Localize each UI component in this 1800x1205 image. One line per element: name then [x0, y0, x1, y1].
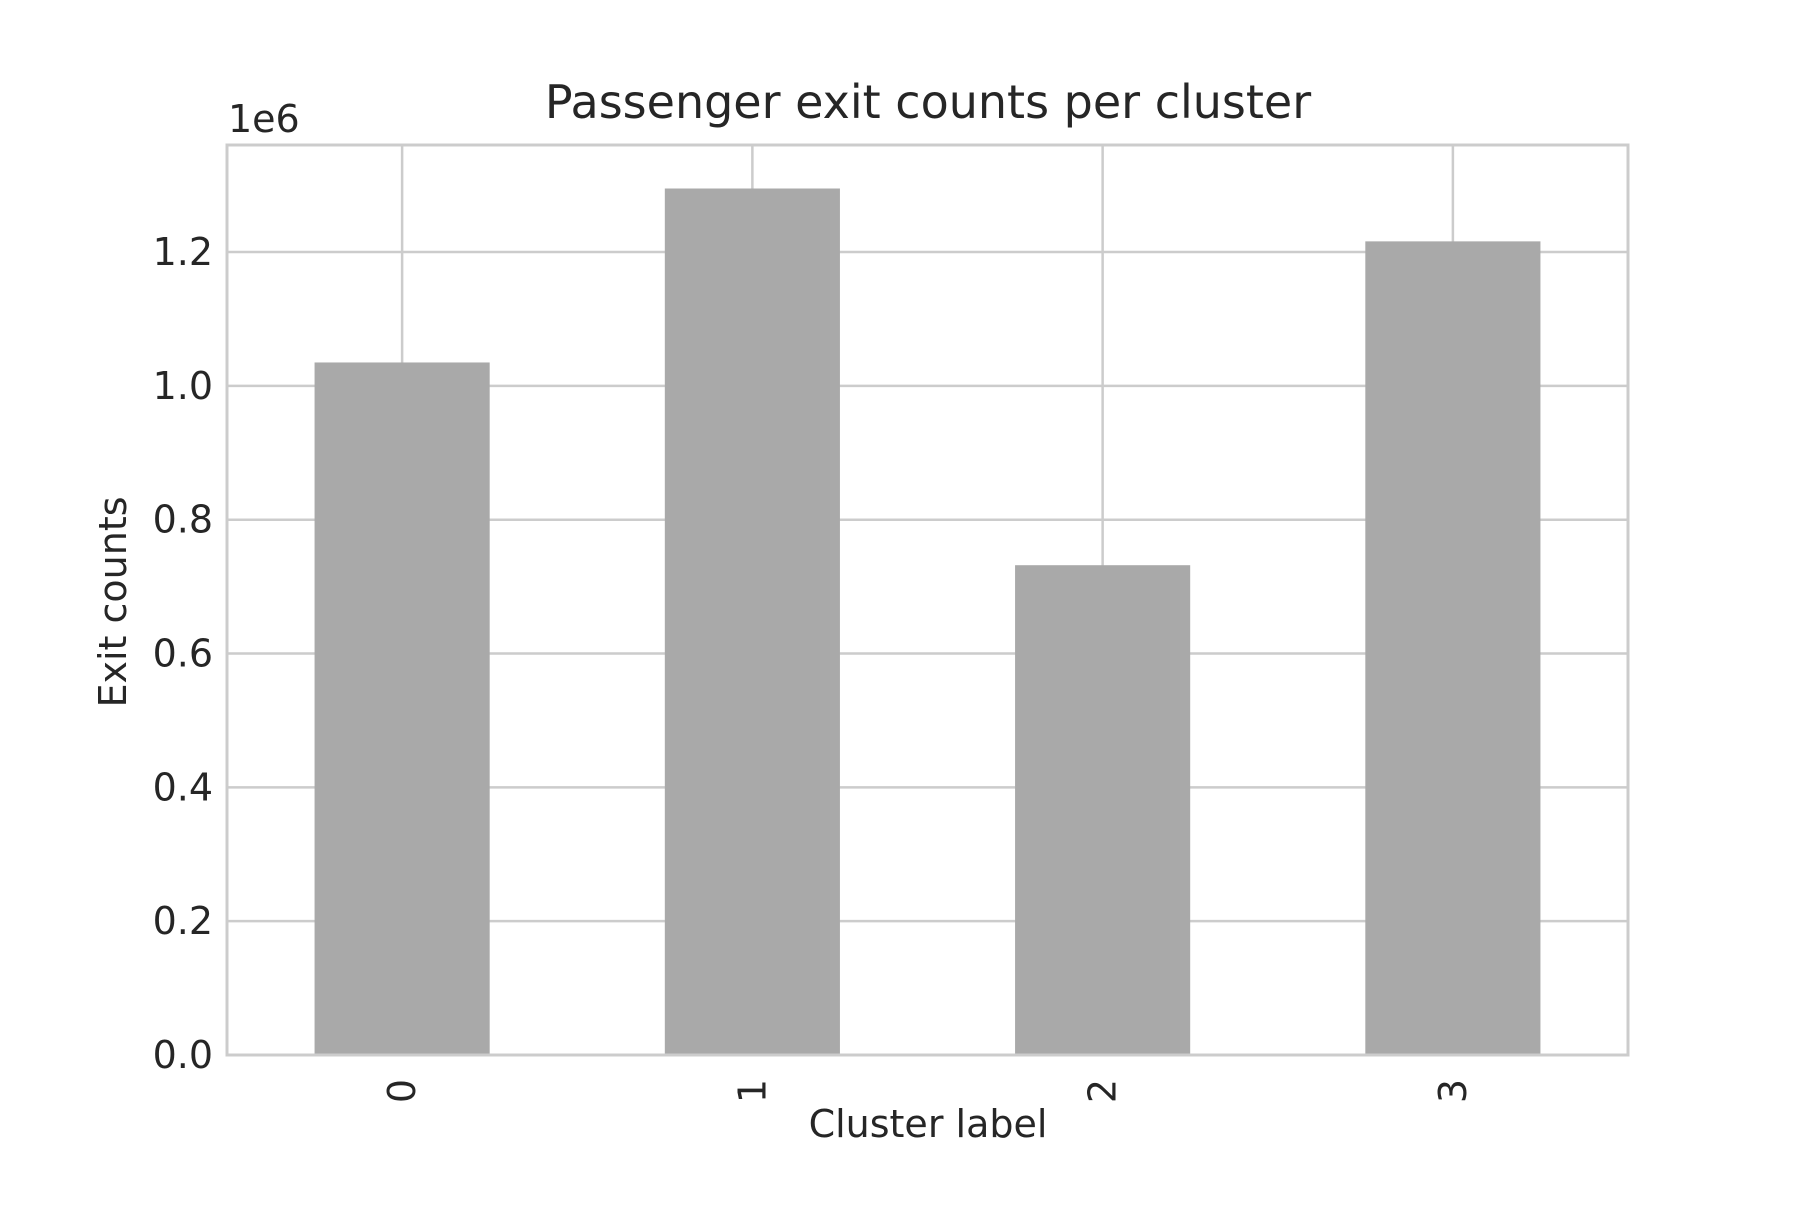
y-offset-label: 1e6 — [228, 97, 300, 141]
y-tick-label: 1.2 — [153, 230, 213, 274]
y-tick-label: 0.6 — [153, 632, 213, 676]
bar-cluster-0 — [314, 362, 490, 1055]
y-axis-label: Exit counts — [91, 496, 135, 707]
y-tick-label: 1.0 — [153, 364, 213, 408]
x-tick-label: 1 — [730, 1079, 774, 1103]
x-axis-label: Cluster label — [809, 1102, 1048, 1146]
x-tick-label: 0 — [380, 1079, 424, 1103]
bar-cluster-2 — [1015, 565, 1191, 1055]
y-tick-label: 0.8 — [153, 498, 213, 542]
chart-title: Passenger exit counts per cluster — [545, 75, 1311, 129]
x-tick-label: 3 — [1431, 1079, 1475, 1103]
y-tick-label: 0.2 — [153, 899, 213, 943]
axes-frame — [225, 143, 1630, 1057]
y-tick-label: 0.4 — [153, 765, 213, 809]
x-tick-label: 2 — [1081, 1079, 1125, 1103]
bar-cluster-1 — [664, 188, 840, 1055]
bar-cluster-3 — [1365, 241, 1541, 1056]
y-tick-label: 0.0 — [153, 1033, 213, 1077]
